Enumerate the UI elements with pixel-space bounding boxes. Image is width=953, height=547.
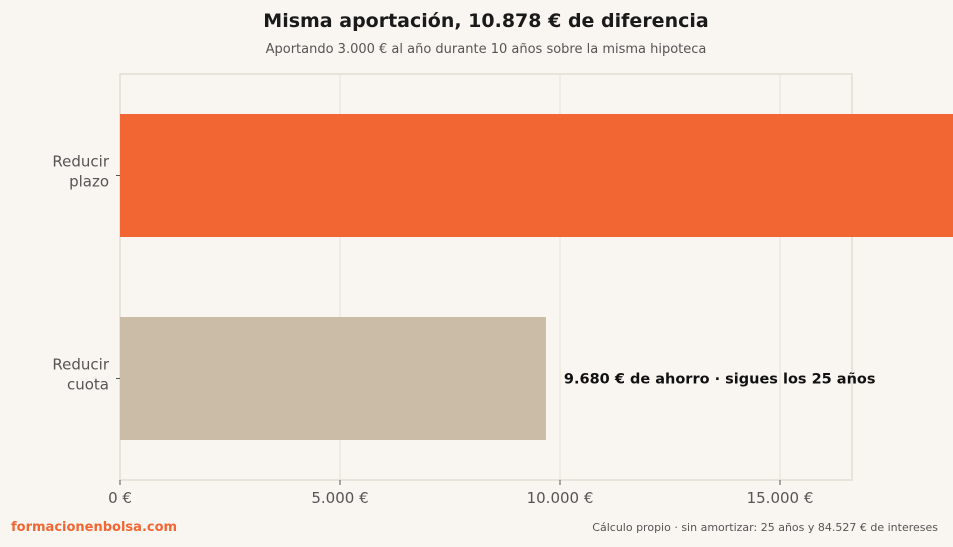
- footnote: Cálculo propio · sin amortizar: 25 años …: [592, 521, 938, 534]
- bar-1: [120, 114, 953, 237]
- chart-title: Misma aportación, 10.878 € de diferencia: [263, 10, 708, 32]
- x-tick-label: 10.000 €: [527, 489, 594, 507]
- bar-2: [120, 317, 546, 440]
- category-label: Reducir: [52, 153, 109, 171]
- x-axis-ticks: 0 €5.000 €10.000 €15.000 €20.000 €25.000…: [108, 480, 814, 507]
- category-label: plazo: [69, 173, 109, 191]
- x-tick-label: 15.000 €: [747, 489, 814, 507]
- bars: 20.558 € de ahorro · terminas en 20,6 añ…: [120, 114, 953, 440]
- brand-label: formacionenbolsa.com: [11, 520, 177, 535]
- category-label: Reducir: [52, 356, 109, 374]
- data-label-2: 9.680 € de ahorro · sigues los 25 años: [564, 372, 876, 388]
- chart-subtitle: Aportando 3.000 € al año durante 10 años…: [266, 42, 707, 57]
- x-tick-label: 0 €: [108, 489, 132, 507]
- plot-frame: [119, 73, 853, 481]
- x-tick-label: 5.000 €: [311, 489, 368, 507]
- category-labels: Reducir plazo Reducir cuota: [52, 153, 120, 394]
- category-label: cuota: [67, 376, 109, 394]
